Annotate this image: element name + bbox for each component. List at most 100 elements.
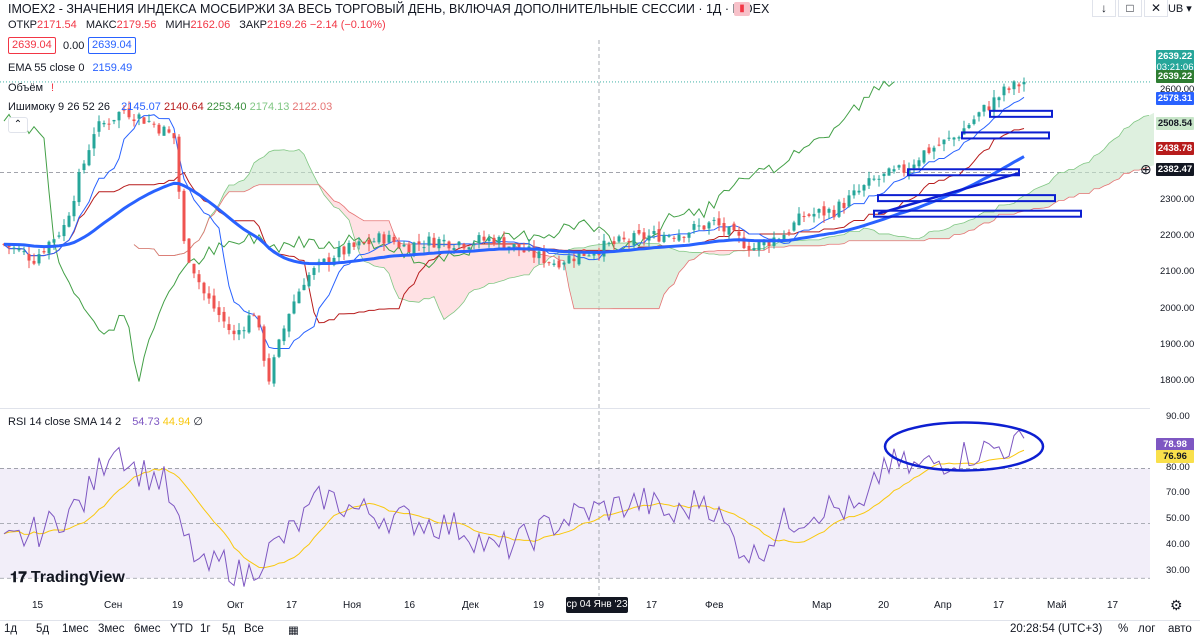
candle-body: [552, 263, 556, 265]
ichimoku-cloud-segment: [1109, 139, 1114, 185]
percent-toggle[interactable]: %: [1118, 623, 1129, 635]
candle-body: [167, 129, 171, 133]
ichimoku-cloud-segment: [999, 205, 1004, 215]
candle-body: [352, 242, 356, 247]
candle-body: [227, 324, 231, 331]
ichimoku-cloud-segment: [1084, 162, 1089, 194]
annotation-rectangle: [907, 168, 1020, 177]
candle-body: [177, 136, 181, 192]
log-toggle[interactable]: лог: [1138, 623, 1156, 635]
range-6m-button[interactable]: 6мес: [134, 623, 161, 635]
candle-body: [1002, 86, 1006, 96]
warning-icon[interactable]: !: [51, 82, 55, 94]
tradingview-logo[interactable]: 𝟏𝟕 TradingView: [10, 569, 125, 587]
ichimoku-cloud-segment: [504, 244, 509, 281]
time-label: 19: [533, 600, 545, 611]
volume-legend[interactable]: Объём!: [8, 82, 54, 94]
chart-canvas[interactable]: [0, 0, 1200, 620]
candle-body: [632, 233, 636, 246]
candle-body: [537, 251, 541, 259]
candle-body: [932, 147, 936, 152]
price-tick: 2100.00: [1160, 266, 1195, 277]
time-label: Май: [1047, 600, 1067, 611]
range-1d-button[interactable]: 1д: [4, 623, 18, 635]
candle-body: [12, 247, 16, 249]
ichimoku-cloud-segment: [664, 246, 669, 295]
candle-body: [857, 190, 861, 193]
price-tick: 2600.00: [1160, 84, 1195, 95]
crosshair-price-tag: 2382.47: [1156, 163, 1194, 176]
candle-body: [342, 246, 346, 255]
candle-body: [887, 168, 891, 176]
price-tick: 1900.00: [1160, 339, 1195, 350]
ichimoku-cloud-segment: [959, 222, 964, 235]
candle-body: [742, 237, 746, 249]
span-a-tag: 2508.54: [1156, 117, 1194, 130]
candle-body: [182, 190, 186, 242]
ohlc-readout: ОТКР2171.54 МАКС2179.56 МИН2162.06 ЗАКР2…: [8, 19, 392, 31]
range-5y-button[interactable]: 5д: [222, 623, 236, 635]
candle-body: [242, 330, 246, 332]
range-1y-button[interactable]: 1г: [200, 623, 211, 635]
ichimoku-span-b-value: 2122.03: [292, 101, 333, 113]
collapse-legend-icon[interactable]: ⌃: [8, 117, 28, 133]
candle-body: [137, 114, 141, 119]
candle-body: [237, 330, 241, 335]
maximize-icon[interactable]: □: [1118, 0, 1142, 17]
candle-body: [862, 185, 866, 191]
close-icon[interactable]: ✕: [1144, 0, 1168, 17]
ichimoku-legend[interactable]: Ишимоку 9 26 52 26 2145.07 2140.64 2253.…: [8, 101, 332, 113]
rsi-sma-line: [3, 449, 1025, 569]
ichimoku-cloud-segment: [304, 154, 309, 185]
candle-body: [572, 258, 576, 262]
ichimoku-cloud-segment: [474, 244, 479, 290]
buy-button[interactable]: 2639.04: [88, 37, 136, 54]
candle-body: [727, 226, 731, 235]
ichimoku-cloud-segment: [804, 239, 809, 246]
candle-body: [622, 237, 626, 240]
ichimoku-cloud-segment: [489, 244, 494, 284]
candle-body: [897, 165, 901, 168]
range-1m-button[interactable]: 1мес: [62, 623, 89, 635]
ichimoku-cloud-segment: [234, 181, 239, 192]
ichimoku-kijun-line: [3, 127, 1025, 324]
ichimoku-cloud-segment: [869, 228, 874, 241]
candle-body: [987, 106, 991, 111]
ema-legend[interactable]: EMA 55 close 0 2159.49: [8, 62, 132, 74]
ichimoku-cloud-segment: [509, 244, 514, 279]
ichimoku-cloud-segment: [484, 244, 489, 287]
ichimoku-cloud-segment: [844, 231, 849, 244]
candle-body: [482, 236, 486, 241]
candle-body: [782, 234, 786, 241]
calendar-icon[interactable]: ▦: [288, 625, 299, 635]
candle-body: [837, 201, 841, 217]
rsi-legend[interactable]: RSI 14 close SMA 14 2 54.73 44.94 ∅: [8, 415, 203, 428]
candle-body: [1022, 81, 1026, 85]
ichimoku-cloud-segment: [924, 231, 929, 241]
clock-readout[interactable]: 20:28:54 (UTC+3): [1010, 623, 1103, 635]
time-label: 16: [404, 600, 416, 611]
candle-body: [1012, 81, 1016, 90]
auto-toggle[interactable]: авто: [1168, 623, 1192, 635]
sell-button[interactable]: 2639.04: [8, 37, 56, 54]
range-5d-button[interactable]: 5д: [36, 623, 50, 635]
range-ytd-button[interactable]: YTD: [170, 623, 193, 635]
open-value: 2171.54: [37, 19, 77, 31]
candle-body: [457, 241, 461, 246]
range-all-button[interactable]: Все: [244, 623, 264, 635]
ichimoku-cloud-segment: [784, 240, 789, 248]
symbol-title[interactable]: IMOEX2 - ЗНАЧЕНИЯ ИНДЕКСА МОСБИРЖИ ЗА ВЕ…: [8, 2, 769, 16]
candle-body: [247, 315, 251, 333]
price-tick: 2000.00: [1160, 303, 1195, 314]
ichimoku-cloud-segment: [889, 233, 894, 241]
candle-body: [722, 223, 726, 232]
rsi-tick: 40.00: [1166, 539, 1190, 550]
gear-icon[interactable]: ⚙: [1170, 597, 1183, 613]
ichimoku-cloud-segment: [1124, 126, 1129, 174]
range-3m-button[interactable]: 3мес: [98, 623, 125, 635]
scroll-down-icon[interactable]: ↓: [1092, 0, 1116, 17]
candle-body: [467, 247, 471, 250]
add-alert-plus-icon[interactable]: ⊕: [1140, 161, 1152, 177]
alert-badge-icon[interactable]: ▮: [734, 2, 750, 16]
